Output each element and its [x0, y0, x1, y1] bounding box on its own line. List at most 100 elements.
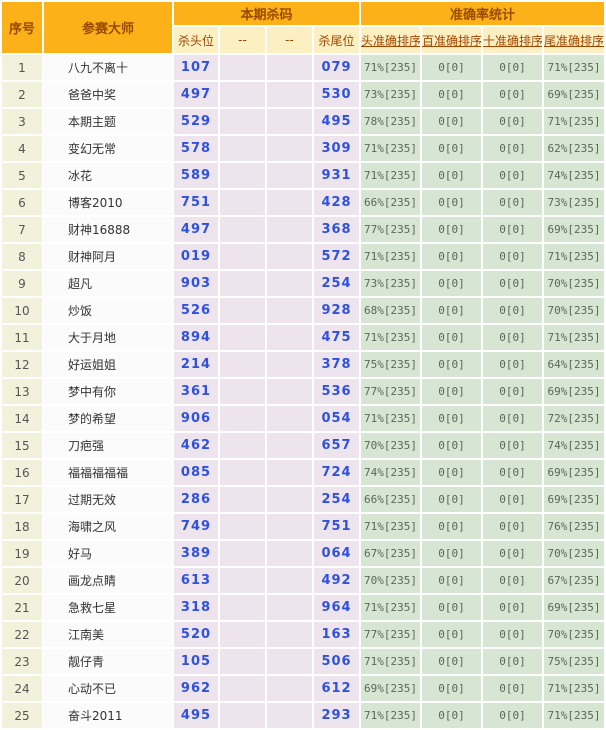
cell-stat-ten: 0[0]	[483, 55, 543, 80]
cell-kill-head: 085	[174, 460, 218, 485]
table-row: 15 刀疤强 462 657 70%[235] 0[0] 0[0] 74%[23…	[2, 433, 605, 458]
cell-stat-hundred: 0[0]	[422, 244, 482, 269]
cell-stat-head: 66%[235]	[361, 487, 421, 512]
sort-link-hundred-accuracy[interactable]: 百准确排序	[422, 33, 482, 48]
table-row: 10 炒饭 526 928 68%[235] 0[0] 0[0] 70%[235…	[2, 298, 605, 323]
sort-link-head-accuracy[interactable]: 头准确排序	[361, 33, 421, 48]
cell-stat-tail: 69%[235]	[544, 82, 605, 107]
cell-kill-tail: 964	[314, 595, 360, 620]
table-row: 4 变幻无常 578 309 71%[235] 0[0] 0[0] 62%[23…	[2, 136, 605, 161]
cell-stat-head: 71%[235]	[361, 244, 421, 269]
cell-master-name: 海啸之风	[44, 514, 172, 539]
cell-serial-number: 7	[2, 217, 42, 242]
table-row: 8 财神阿月 019 572 71%[235] 0[0] 0[0] 71%[23…	[2, 244, 605, 269]
cell-kill-tail: 536	[314, 379, 360, 404]
cell-stat-head: 77%[235]	[361, 622, 421, 647]
cell-kill-mid1	[220, 352, 265, 377]
cell-stat-hundred: 0[0]	[422, 379, 482, 404]
cell-kill-tail: 724	[314, 460, 360, 485]
cell-kill-mid2	[267, 595, 312, 620]
cell-kill-tail: 657	[314, 433, 360, 458]
sort-link-tail-accuracy[interactable]: 尾准确排序	[544, 33, 605, 48]
table-row: 22 江南美 520 163 77%[235] 0[0] 0[0] 70%[23…	[2, 622, 605, 647]
cell-kill-tail: 368	[314, 217, 360, 242]
cell-kill-mid2	[267, 703, 312, 728]
cell-stat-ten: 0[0]	[483, 325, 543, 350]
cell-stat-ten: 0[0]	[483, 514, 543, 539]
cell-stat-ten: 0[0]	[483, 487, 543, 512]
cell-kill-head: 462	[174, 433, 218, 458]
cell-kill-mid1	[220, 568, 265, 593]
cell-kill-head: 318	[174, 595, 218, 620]
cell-stat-hundred: 0[0]	[422, 676, 482, 701]
cell-kill-mid1	[220, 514, 265, 539]
table-row: 9 超凡 903 254 73%[235] 0[0] 0[0] 70%[235]	[2, 271, 605, 296]
cell-kill-head: 286	[174, 487, 218, 512]
subheader-kill-tail: 杀尾位	[314, 27, 360, 53]
cell-kill-mid1	[220, 109, 265, 134]
cell-master-name: 福福福福福	[44, 460, 172, 485]
subheader-kill-head: 杀头位	[174, 27, 218, 53]
cell-kill-tail: 254	[314, 487, 360, 512]
cell-kill-mid2	[267, 649, 312, 674]
cell-serial-number: 8	[2, 244, 42, 269]
cell-kill-head: 751	[174, 190, 218, 215]
cell-kill-mid2	[267, 622, 312, 647]
cell-stat-tail: 67%[235]	[544, 568, 605, 593]
cell-master-name: 心动不已	[44, 676, 172, 701]
cell-stat-tail: 70%[235]	[544, 541, 605, 566]
cell-stat-tail: 74%[235]	[544, 163, 605, 188]
cell-stat-hundred: 0[0]	[422, 406, 482, 431]
cell-kill-tail: 428	[314, 190, 360, 215]
cell-stat-hundred: 0[0]	[422, 325, 482, 350]
cell-serial-number: 2	[2, 82, 42, 107]
cell-stat-head: 71%[235]	[361, 163, 421, 188]
sort-link-ten-accuracy[interactable]: 十准确排序	[483, 33, 543, 48]
table-row: 19 好马 389 064 67%[235] 0[0] 0[0] 70%[235…	[2, 541, 605, 566]
cell-kill-tail: 612	[314, 676, 360, 701]
cell-kill-head: 105	[174, 649, 218, 674]
table-row: 20 画龙点睛 613 492 70%[235] 0[0] 0[0] 67%[2…	[2, 568, 605, 593]
cell-kill-mid1	[220, 541, 265, 566]
cell-master-name: 靓仔青	[44, 649, 172, 674]
cell-kill-mid2	[267, 163, 312, 188]
cell-kill-mid1	[220, 649, 265, 674]
cell-stat-ten: 0[0]	[483, 82, 543, 107]
cell-kill-mid2	[267, 190, 312, 215]
cell-serial-number: 10	[2, 298, 42, 323]
table-row: 17 过期无效 286 254 66%[235] 0[0] 0[0] 69%[2…	[2, 487, 605, 512]
cell-kill-mid2	[267, 298, 312, 323]
header-serial: 序号	[2, 2, 42, 53]
cell-master-name: 博客2010	[44, 190, 172, 215]
cell-stat-ten: 0[0]	[483, 379, 543, 404]
table-row: 18 海啸之风 749 751 71%[235] 0[0] 0[0] 76%[2…	[2, 514, 605, 539]
cell-stat-ten: 0[0]	[483, 244, 543, 269]
cell-kill-head: 497	[174, 217, 218, 242]
cell-stat-head: 78%[235]	[361, 109, 421, 134]
cell-kill-mid2	[267, 271, 312, 296]
cell-kill-mid2	[267, 460, 312, 485]
cell-kill-mid1	[220, 82, 265, 107]
table-row: 24 心动不已 962 612 69%[235] 0[0] 0[0] 71%[2…	[2, 676, 605, 701]
cell-stat-tail: 69%[235]	[544, 217, 605, 242]
cell-stat-ten: 0[0]	[483, 622, 543, 647]
table-row: 16 福福福福福 085 724 74%[235] 0[0] 0[0] 69%[…	[2, 460, 605, 485]
cell-kill-tail: 293	[314, 703, 360, 728]
cell-stat-head: 73%[235]	[361, 82, 421, 107]
cell-stat-tail: 69%[235]	[544, 460, 605, 485]
cell-kill-head: 894	[174, 325, 218, 350]
cell-kill-tail: 475	[314, 325, 360, 350]
cell-kill-head: 578	[174, 136, 218, 161]
cell-stat-head: 74%[235]	[361, 460, 421, 485]
cell-kill-head: 749	[174, 514, 218, 539]
cell-kill-mid2	[267, 55, 312, 80]
cell-stat-head: 71%[235]	[361, 595, 421, 620]
cell-stat-hundred: 0[0]	[422, 271, 482, 296]
cell-kill-head: 526	[174, 298, 218, 323]
cell-serial-number: 22	[2, 622, 42, 647]
cell-stat-head: 67%[235]	[361, 541, 421, 566]
cell-serial-number: 13	[2, 379, 42, 404]
cell-master-name: 变幻无常	[44, 136, 172, 161]
cell-stat-ten: 0[0]	[483, 190, 543, 215]
cell-serial-number: 3	[2, 109, 42, 134]
